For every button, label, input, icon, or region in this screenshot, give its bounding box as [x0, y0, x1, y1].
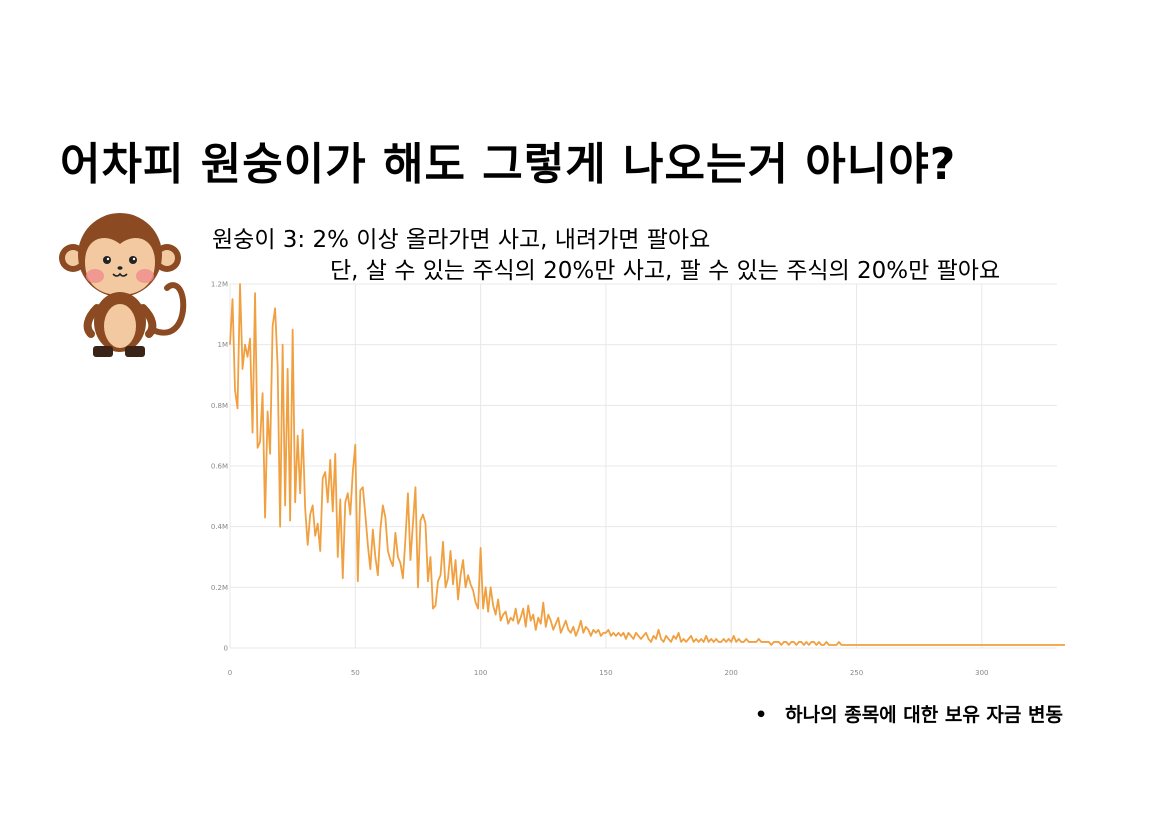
- monkey-illustration: [59, 213, 187, 357]
- bullet-icon: •: [755, 704, 768, 726]
- y-tick-label: 0.6M: [211, 463, 228, 471]
- chart-grid: [229, 283, 1057, 649]
- x-tick-label: 50: [351, 669, 360, 677]
- strategy-condition: 단, 살 수 있는 주식의 20%만 사고, 팔 수 있는 주식의 20%만 팔…: [330, 258, 1001, 284]
- y-tick-label: 1.2M: [211, 281, 228, 289]
- chart-ticks: 0 0.2M 0.4M 0.6M 0.8M 1M 1.2M 0 50 100 150 200 250 30…: [211, 281, 989, 678]
- slide-title: 어차피 원숭이가 해도 그렇게 나오는거 아니야?: [60, 139, 957, 190]
- x-tick-label: 0: [228, 669, 232, 677]
- holding-funds-line-chart: 0 0.2M 0.4M 0.6M 0.8M 1M 1.2M 0 50 100 150 200 250 30…: [211, 281, 1065, 678]
- series-line: [229, 283, 1065, 646]
- x-tick-label: 150: [599, 669, 612, 677]
- bullet-note: • 하나의 종목에 대한 보유 자금 변동: [755, 700, 1063, 727]
- y-tick-label: 0.8M: [211, 402, 228, 410]
- y-tick-label: 1M: [218, 341, 229, 349]
- chart-series: [229, 283, 1065, 646]
- x-tick-label: 200: [725, 669, 738, 677]
- y-tick-label: 0: [224, 645, 228, 653]
- x-tick-label: 250: [850, 669, 863, 677]
- x-tick-label: 300: [975, 669, 988, 677]
- y-tick-label: 0.2M: [211, 584, 228, 592]
- bullet-note-text: 하나의 종목에 대한 보유 자금 변동: [785, 704, 1063, 726]
- x-tick-label: 100: [474, 669, 487, 677]
- strategy-description: 원숭이 3: 2% 이상 올라가면 사고, 내려가면 팔아요: [212, 227, 711, 253]
- y-tick-label: 0.4M: [211, 523, 228, 531]
